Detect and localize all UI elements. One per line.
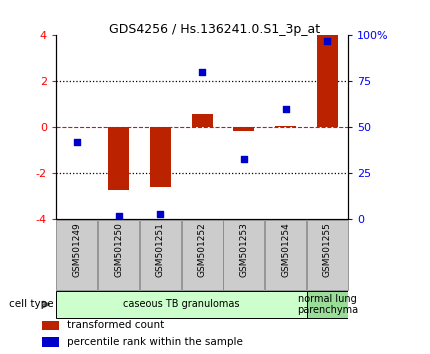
- Bar: [275, 126, 296, 127]
- Bar: [192, 114, 212, 127]
- Bar: [108, 127, 129, 190]
- Point: [199, 69, 206, 75]
- Text: GDS4256 / Hs.136241.0.S1_3p_at: GDS4256 / Hs.136241.0.S1_3p_at: [110, 23, 320, 36]
- Text: normal lung
parenchyma: normal lung parenchyma: [297, 293, 358, 315]
- Text: caseous TB granulomas: caseous TB granulomas: [123, 299, 240, 309]
- Text: GSM501253: GSM501253: [240, 222, 249, 277]
- Bar: [42, 337, 59, 347]
- Text: GSM501249: GSM501249: [72, 222, 81, 277]
- Point: [282, 106, 289, 112]
- Text: cell type: cell type: [9, 299, 53, 309]
- Text: percentile rank within the sample: percentile rank within the sample: [67, 337, 243, 347]
- FancyBboxPatch shape: [224, 220, 264, 290]
- FancyBboxPatch shape: [140, 220, 181, 290]
- Point: [115, 213, 122, 219]
- Point: [240, 156, 247, 161]
- Text: GSM501251: GSM501251: [156, 222, 165, 277]
- Point: [157, 211, 164, 217]
- Point: [324, 38, 331, 44]
- FancyBboxPatch shape: [56, 291, 307, 318]
- Bar: [317, 35, 338, 127]
- Bar: [42, 321, 59, 330]
- Bar: [150, 127, 171, 187]
- Text: GSM501250: GSM501250: [114, 222, 123, 277]
- Text: GSM501255: GSM501255: [323, 222, 332, 277]
- FancyBboxPatch shape: [307, 220, 348, 290]
- FancyBboxPatch shape: [98, 220, 139, 290]
- FancyBboxPatch shape: [181, 220, 223, 290]
- Text: transformed count: transformed count: [67, 320, 164, 330]
- Bar: [233, 127, 254, 131]
- FancyBboxPatch shape: [307, 291, 348, 318]
- FancyBboxPatch shape: [265, 220, 306, 290]
- FancyBboxPatch shape: [56, 220, 97, 290]
- Text: GSM501254: GSM501254: [281, 222, 290, 277]
- Point: [74, 139, 80, 145]
- Text: GSM501252: GSM501252: [198, 222, 206, 277]
